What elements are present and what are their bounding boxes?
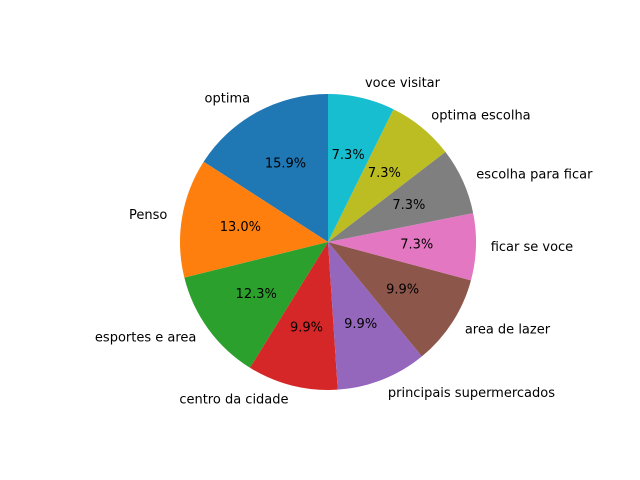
pie-slice [328, 242, 471, 357]
slice-percent-label: 7.3% [392, 198, 425, 213]
slice-category-label: principais supermercados [388, 386, 555, 401]
pie-slice [328, 242, 422, 390]
slice-percent-label: 9.9% [290, 321, 323, 336]
slice-percent-label: 7.3% [400, 237, 433, 252]
slice-category-label: esportes e area [95, 330, 196, 345]
slice-category-label: ficar se voce [491, 240, 573, 255]
pie-slice [184, 242, 328, 368]
pie-slice [203, 94, 328, 242]
slice-category-label: voce visitar [365, 76, 441, 91]
slice-percent-label: 12.3% [236, 287, 277, 302]
pie-slice [328, 151, 474, 242]
pie-slice [328, 94, 394, 242]
slice-category-label: optima escolha [431, 109, 530, 124]
slice-percent-label: 15.9% [265, 157, 306, 172]
slice-category-label: area de lazer [465, 323, 551, 338]
slice-category-label: escolha para ficar [476, 167, 593, 182]
slice-percent-label: 13.0% [220, 220, 261, 235]
pie-slice [328, 109, 446, 243]
pie-slice [180, 161, 328, 278]
slice-percent-label: 7.3% [332, 148, 365, 163]
pie-slices [180, 94, 476, 391]
slice-percent-label: 9.9% [344, 317, 377, 332]
slice-category-label: Penso [129, 208, 167, 223]
pie-slice [328, 213, 476, 281]
pie-slice [249, 242, 338, 391]
slice-percent-label: 9.9% [386, 283, 419, 298]
pie-labels: 15.9% optima 13.0% Penso 12.3% esportes e are… [95, 76, 593, 408]
slice-percent-label: 7.3% [368, 166, 401, 181]
slice-category-label: optima [205, 92, 251, 107]
slice-category-label: centro da cidade [179, 392, 288, 407]
